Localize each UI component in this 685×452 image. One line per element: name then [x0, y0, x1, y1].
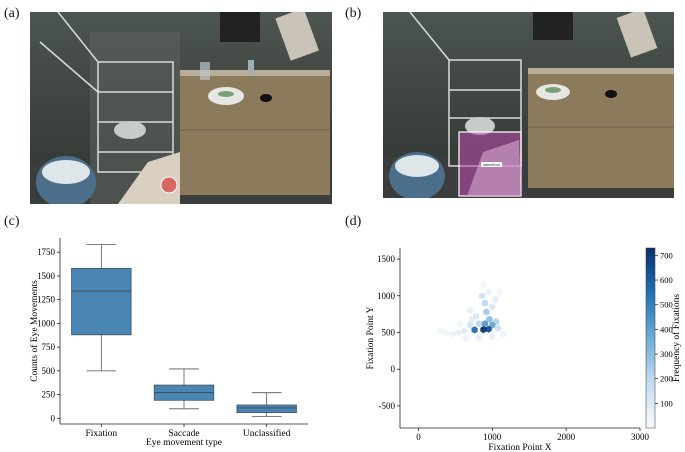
x-tick-label: Fixation — [85, 429, 117, 439]
y-tick-label: -500 — [379, 401, 396, 411]
colorbar-tick-label: 500 — [660, 300, 673, 310]
hexbin-cell — [467, 321, 474, 329]
x-tick-label: Unclassified — [243, 428, 291, 439]
hexbin-cell — [489, 333, 496, 341]
hexbin-cell — [456, 320, 463, 328]
y-tick-label: 500 — [382, 327, 396, 337]
hexbin-cell — [478, 292, 486, 300]
hexbin-cell — [480, 281, 487, 289]
panel-label-c: (c) — [4, 214, 20, 229]
scene-photo-b: salesfloor — [383, 12, 674, 198]
x-axis-label: Fixation Point X — [488, 443, 551, 452]
colorbar — [645, 247, 656, 429]
boxplot-chart: 0 250 500 750 1000 1250 1500 1750 Fixation Saccad… — [29, 238, 308, 448]
hexbin-cell — [481, 299, 488, 307]
y-tick-label: 1500 — [37, 271, 56, 281]
scene-photo-a — [30, 12, 332, 204]
iqr-box — [71, 267, 132, 336]
hexbin-cell — [492, 295, 499, 303]
hexbin-cell — [455, 328, 462, 337]
colorbar-tick-label: 400 — [660, 324, 673, 334]
bounding-box-tag: salesfloor — [481, 162, 503, 167]
y-axis-label: Fixation Point Y — [366, 306, 376, 369]
hexbin-cell — [449, 330, 456, 338]
colorbar-tick-label: 600 — [660, 275, 673, 285]
y-tick-label: 1000 — [37, 318, 56, 328]
panel-label-a: (a) — [4, 6, 20, 21]
x-tick-label: 1000 — [483, 432, 502, 442]
hexbin-cell — [483, 308, 490, 316]
gaze-point-marker — [160, 176, 178, 194]
hexbin-cell — [462, 334, 469, 342]
box-saccade — [153, 368, 215, 410]
colorbar-tick-label: 700 — [660, 250, 673, 260]
colorbar-tick-label: 100 — [660, 398, 673, 408]
panel-label-d: (d) — [345, 214, 362, 229]
colorbar-tick-label: 300 — [660, 349, 673, 359]
hexbin-cell — [481, 320, 488, 328]
hexbin-cell — [486, 315, 493, 323]
y-tick-label: 0 — [391, 364, 396, 374]
iqr-box — [236, 404, 297, 414]
x-tick-label: 2000 — [557, 432, 576, 442]
y-axis-label: Counts of Eye Movements — [29, 280, 40, 382]
hexbin-cell — [485, 288, 492, 296]
y-tick-label: 1250 — [37, 295, 56, 305]
y-tick-label: 1750 — [37, 247, 56, 257]
hexbin-cell — [472, 312, 480, 320]
y-tick-label: 1500 — [377, 254, 396, 264]
scene-illustration-a — [30, 12, 332, 204]
y-tick-label: 250 — [42, 390, 56, 400]
hexbin-cell — [471, 326, 478, 334]
hexbin-cell — [489, 303, 496, 311]
hexbin-cell — [475, 334, 483, 342]
colorbar-label: Frequency of Fixations — [671, 294, 682, 382]
x-tick-label: 3000 — [631, 432, 650, 442]
hexbin-chart: -500 0 500 1000 1500 0 1000 2000 3000 Fixation Po… — [366, 247, 682, 452]
y-tick-label: 750 — [42, 342, 56, 352]
hexbin-cell — [495, 324, 502, 332]
hexbin-cell — [480, 326, 487, 334]
x-axis-label: Eye movement type — [146, 438, 222, 448]
y-tick-label: 500 — [42, 366, 56, 376]
hexbin-cell — [485, 325, 492, 333]
box-unclassified — [236, 392, 297, 417]
y-tick-label: 1000 — [377, 291, 396, 301]
hexbin-cell — [496, 288, 503, 296]
colorbar-tick-label: 200 — [660, 374, 673, 384]
y-tick-label: 0 — [51, 413, 56, 423]
panel-label-b: (b) — [345, 6, 362, 21]
hexbin-cell — [500, 330, 507, 338]
hexbin-cell — [443, 328, 450, 337]
hexbin-cell — [475, 320, 483, 328]
hexbin-cell — [467, 306, 474, 314]
hexbin-cell — [461, 327, 468, 335]
scene-illustration-b — [383, 12, 674, 198]
cabinet-shape — [180, 70, 330, 195]
hexbin-cell — [437, 327, 444, 335]
x-tick-label: Saccade — [168, 429, 199, 439]
x-tick-label: 0 — [416, 432, 421, 442]
box-fixation — [71, 244, 132, 372]
